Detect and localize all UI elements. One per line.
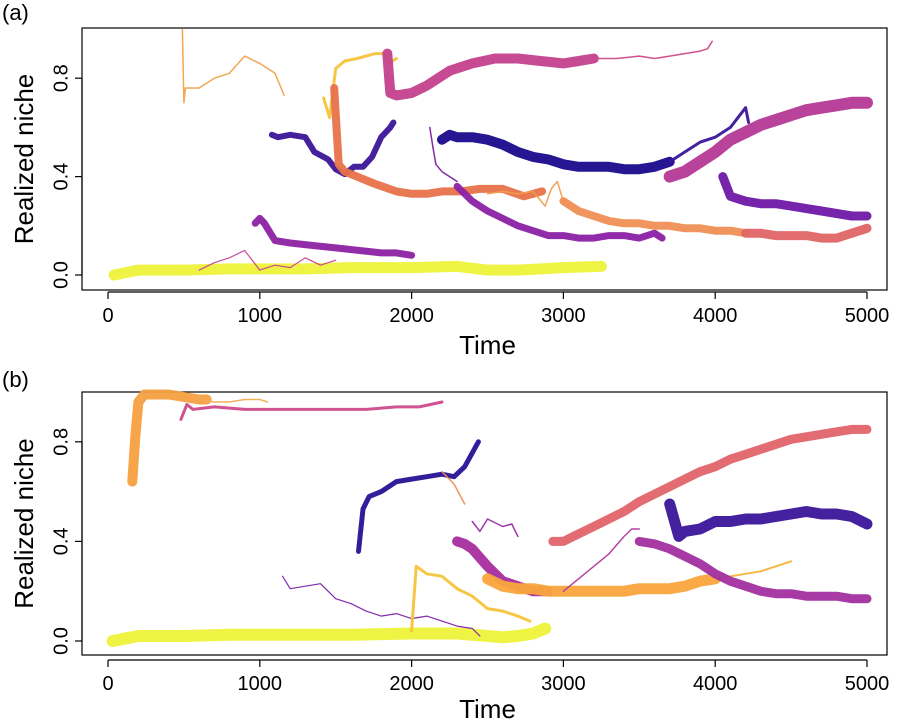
y-tick-label: 0.8 [50,428,72,456]
x-tick-label: 2000 [389,305,434,327]
x-tick-label: 4000 [693,673,738,695]
x-tick-label: 5000 [845,673,890,695]
x-tick-label: 5000 [845,305,890,327]
series-line-13 [437,129,675,175]
series-line-13 [562,528,641,592]
series-line-7 [441,470,466,505]
series-line-14 [634,536,872,604]
series-line-14 [668,106,751,164]
series-line-15 [548,424,872,546]
panel-b: 0 1000 2000 3000 4000 5000 0.0 0.4 0.8 Time Realiz… [2,367,889,723]
x-tick-label: 4000 [693,305,738,327]
y-tick-label: 0.0 [50,627,72,655]
x-tick-label: 0 [102,305,113,327]
series-line-5 [282,575,481,637]
x-tick-label: 2000 [389,673,434,695]
series-line-10 [198,249,337,271]
y-tick-label: 0.4 [50,163,72,191]
plot-frame [81,27,888,291]
series-line-11 [482,573,721,597]
series-line-2 [181,28,285,104]
x-axis-title: Time [459,694,516,723]
y-axis-title: Realized niche [9,438,39,609]
series-line-6 [486,180,574,210]
y-tick-label: 0.4 [50,527,72,555]
series-line-9 [471,518,519,538]
x-tick-label: 1000 [238,673,283,695]
series-line-16 [741,223,872,243]
x-tick-label: 3000 [541,305,586,327]
y-tick-label: 0.8 [50,64,72,92]
series-line-16 [664,498,873,542]
series-line-6 [356,439,481,554]
series-line-7 [382,48,599,101]
series-line-1 [108,260,607,281]
panel-a: 0 1000 2000 3000 4000 5000 0.0 0.4 0.8 Time Realiz… [2,0,889,360]
series-line-12 [453,182,666,242]
series-line-9 [251,214,416,259]
series-line-2 [127,389,212,487]
series-line-4 [179,400,444,421]
series-line-8 [410,564,532,633]
y-tick-label: 0.0 [50,261,72,289]
series-line-17 [663,96,873,183]
series-line-5 [330,84,547,201]
x-tick-label: 3000 [541,673,586,695]
panel-label: (a) [2,0,29,25]
series-line-8 [593,40,713,60]
series-line-4 [268,119,397,178]
panel-label: (b) [2,367,29,392]
x-tick-label: 1000 [238,305,283,327]
series-line-3 [198,398,269,403]
series-line-11 [429,126,458,183]
series-line-1 [106,622,552,647]
x-tick-label: 0 [102,673,113,695]
y-axis-title: Realized niche [9,74,39,245]
series-line-18 [718,172,872,221]
series-line-15 [559,197,750,238]
x-axis-title: Time [459,330,516,360]
